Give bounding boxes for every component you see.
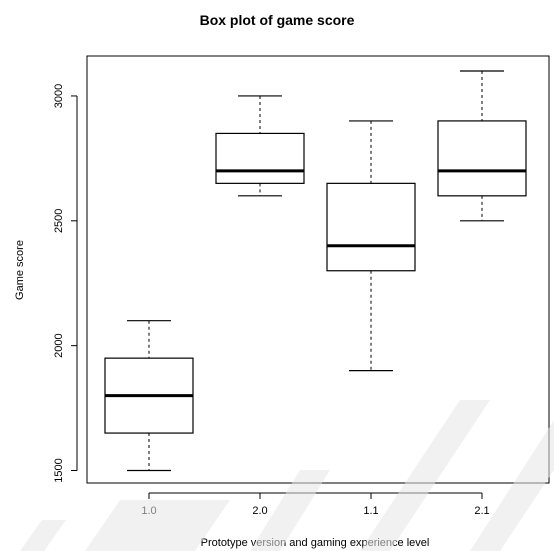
iqr-box [437, 120, 527, 197]
y-axis: 1500 2000 2500 3000 [53, 84, 78, 483]
y-tick-label: 2000 [53, 333, 65, 357]
x-tick-label: 1.1 [363, 505, 378, 517]
iqr-box [326, 182, 416, 272]
iqr-box [215, 132, 305, 184]
chart-title: Box plot of game score [199, 12, 355, 28]
box-2.0 [215, 95, 305, 197]
y-tick-label: 2500 [53, 209, 65, 233]
x-tick-label: 1.0 [141, 505, 156, 517]
boxes-layer [104, 70, 527, 472]
y-axis-label: Game score [14, 240, 26, 300]
y-tick-label: 1500 [53, 458, 65, 482]
x-tick-label: 2.0 [252, 505, 267, 517]
x-tick-label: 2.1 [474, 505, 489, 517]
x-axis-label: Prototype version and gaming experience … [201, 537, 430, 549]
y-tick-label: 3000 [53, 84, 65, 108]
x-axis: 1.0 2.0 1.1 2.1 [141, 492, 490, 517]
box-1.1 [326, 120, 416, 372]
box-2.1 [437, 70, 527, 222]
box-1.0 [104, 320, 194, 472]
